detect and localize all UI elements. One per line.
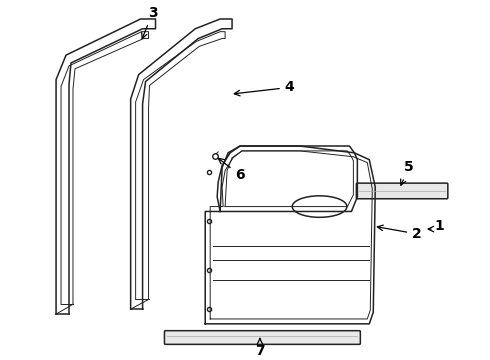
Text: 1: 1 — [434, 219, 444, 233]
Text: 6: 6 — [219, 158, 245, 182]
Text: 3: 3 — [142, 6, 157, 39]
Text: 5: 5 — [401, 161, 414, 185]
FancyBboxPatch shape — [165, 331, 360, 345]
Text: 7: 7 — [255, 338, 265, 358]
FancyBboxPatch shape — [356, 183, 448, 199]
Text: 2: 2 — [377, 225, 422, 241]
Text: 4: 4 — [234, 80, 294, 96]
